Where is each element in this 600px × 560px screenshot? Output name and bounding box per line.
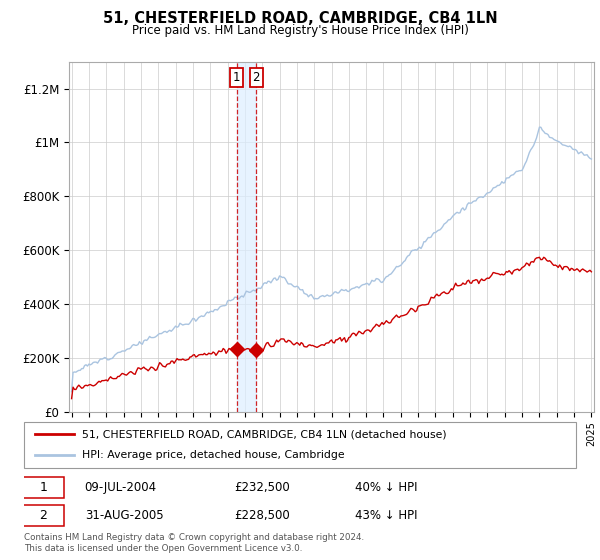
FancyBboxPatch shape bbox=[23, 477, 64, 498]
Text: £228,500: £228,500 bbox=[234, 509, 290, 522]
Text: 51, CHESTERFIELD ROAD, CAMBRIDGE, CB4 1LN: 51, CHESTERFIELD ROAD, CAMBRIDGE, CB4 1L… bbox=[103, 11, 497, 26]
Text: 1: 1 bbox=[233, 71, 240, 84]
Text: 43% ↓ HPI: 43% ↓ HPI bbox=[355, 509, 418, 522]
Text: 2: 2 bbox=[253, 71, 260, 84]
Text: 09-JUL-2004: 09-JUL-2004 bbox=[85, 481, 157, 494]
Text: 2: 2 bbox=[40, 509, 47, 522]
Text: £232,500: £232,500 bbox=[234, 481, 290, 494]
Text: HPI: Average price, detached house, Cambridge: HPI: Average price, detached house, Camb… bbox=[82, 450, 344, 460]
FancyBboxPatch shape bbox=[24, 422, 576, 468]
Text: 1: 1 bbox=[40, 481, 47, 494]
Text: 51, CHESTERFIELD ROAD, CAMBRIDGE, CB4 1LN (detached house): 51, CHESTERFIELD ROAD, CAMBRIDGE, CB4 1L… bbox=[82, 429, 446, 439]
Text: Contains HM Land Registry data © Crown copyright and database right 2024.: Contains HM Land Registry data © Crown c… bbox=[24, 533, 364, 542]
Text: 31-AUG-2005: 31-AUG-2005 bbox=[85, 509, 163, 522]
Text: 40% ↓ HPI: 40% ↓ HPI bbox=[355, 481, 418, 494]
Text: This data is licensed under the Open Government Licence v3.0.: This data is licensed under the Open Gov… bbox=[24, 544, 302, 553]
Text: Price paid vs. HM Land Registry's House Price Index (HPI): Price paid vs. HM Land Registry's House … bbox=[131, 24, 469, 37]
FancyBboxPatch shape bbox=[23, 505, 64, 526]
Bar bbox=[236, 62, 256, 412]
